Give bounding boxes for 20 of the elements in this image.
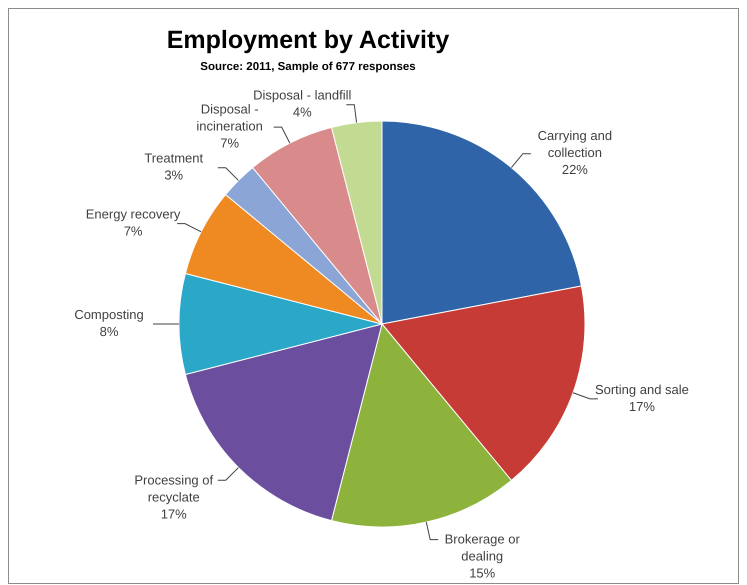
slice-label: Disposal - incineration [196,102,263,134]
slice-label: Disposal - landfill [253,88,352,103]
data-label: 17% [160,506,188,522]
data-label: 4% [292,104,312,120]
slice-label: Carrying and collection [538,128,612,160]
slice-label: Brokerage or dealing [444,532,520,564]
slice-label: Composting [74,307,144,322]
chart-title: Employment by Activity [166,26,450,54]
data-label: 7% [124,224,143,239]
slice-label: Treatment [144,150,204,166]
data-label: 17% [628,398,656,414]
data-label: 15% [469,566,496,581]
data-label: 3% [164,168,184,183]
slice-label: Sorting and sale [594,382,689,397]
data-label: 7% [220,136,240,151]
data-label: 8% [100,324,119,339]
data-label: 22% [562,162,588,178]
slice-label: Processing of recyclate [134,472,214,504]
chart-subtitle: Source: 2011, Sample of 677 responses [200,61,416,73]
slice-label: Energy recovery [86,206,181,222]
